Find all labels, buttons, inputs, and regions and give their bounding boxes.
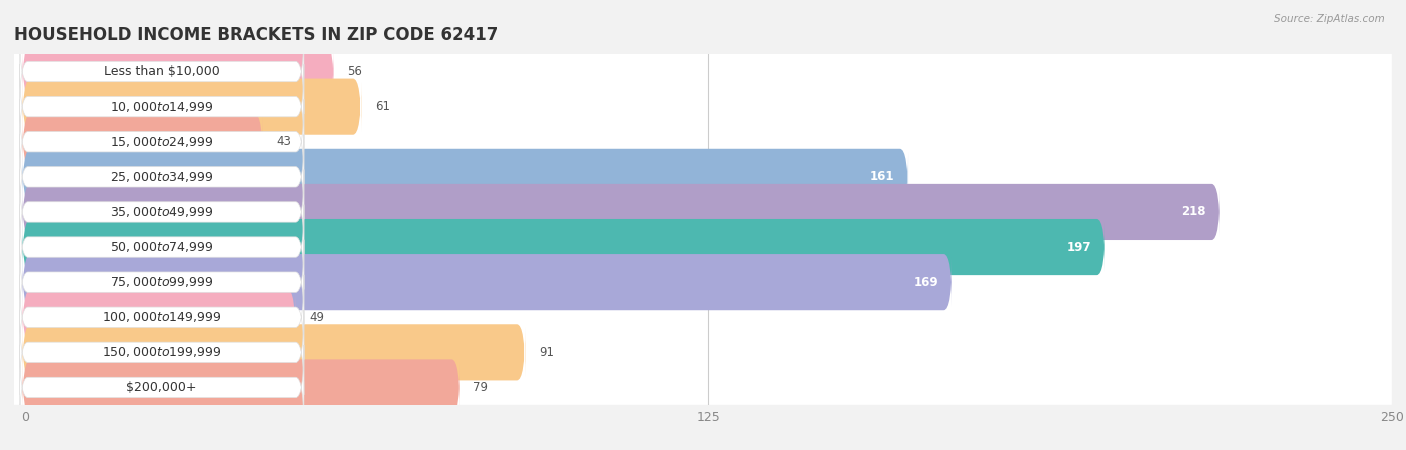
Bar [14,370,1392,405]
Text: $15,000 to $24,999: $15,000 to $24,999 [110,135,214,149]
Text: 197: 197 [1067,241,1091,253]
Text: 79: 79 [474,381,488,394]
Text: 61: 61 [375,100,389,113]
Text: 91: 91 [538,346,554,359]
Bar [14,54,1392,89]
Text: 43: 43 [277,135,291,148]
FancyBboxPatch shape [22,79,361,135]
Bar [14,124,1392,159]
Bar [14,265,1392,300]
Text: Less than $10,000: Less than $10,000 [104,65,219,78]
Text: $50,000 to $74,999: $50,000 to $74,999 [110,240,214,254]
Bar [14,335,1392,370]
Text: 218: 218 [1181,206,1206,218]
FancyBboxPatch shape [22,254,952,310]
FancyBboxPatch shape [22,44,335,99]
FancyBboxPatch shape [22,184,1219,240]
Bar [14,230,1392,265]
FancyBboxPatch shape [20,240,304,324]
FancyBboxPatch shape [22,289,295,345]
Text: $75,000 to $99,999: $75,000 to $99,999 [110,275,214,289]
Text: 49: 49 [309,311,325,324]
Text: Source: ZipAtlas.com: Source: ZipAtlas.com [1274,14,1385,23]
FancyBboxPatch shape [22,324,526,380]
FancyBboxPatch shape [20,64,304,149]
FancyBboxPatch shape [20,310,304,395]
Text: $25,000 to $34,999: $25,000 to $34,999 [110,170,214,184]
FancyBboxPatch shape [22,360,460,415]
FancyBboxPatch shape [20,205,304,289]
FancyBboxPatch shape [22,114,263,170]
Bar [14,194,1392,230]
Text: 161: 161 [870,171,894,183]
Text: 169: 169 [914,276,938,288]
FancyBboxPatch shape [20,29,304,114]
Text: 56: 56 [347,65,363,78]
Text: $100,000 to $149,999: $100,000 to $149,999 [103,310,221,324]
Text: $10,000 to $14,999: $10,000 to $14,999 [110,99,214,114]
Bar [14,89,1392,124]
FancyBboxPatch shape [20,170,304,254]
FancyBboxPatch shape [20,275,304,360]
FancyBboxPatch shape [20,99,304,184]
FancyBboxPatch shape [20,345,304,430]
Text: $150,000 to $199,999: $150,000 to $199,999 [103,345,221,360]
Text: HOUSEHOLD INCOME BRACKETS IN ZIP CODE 62417: HOUSEHOLD INCOME BRACKETS IN ZIP CODE 62… [14,26,499,44]
Text: $35,000 to $49,999: $35,000 to $49,999 [110,205,214,219]
Bar [14,159,1392,194]
Bar [14,300,1392,335]
FancyBboxPatch shape [20,135,304,219]
FancyBboxPatch shape [22,219,1105,275]
Text: $200,000+: $200,000+ [127,381,197,394]
FancyBboxPatch shape [22,149,908,205]
